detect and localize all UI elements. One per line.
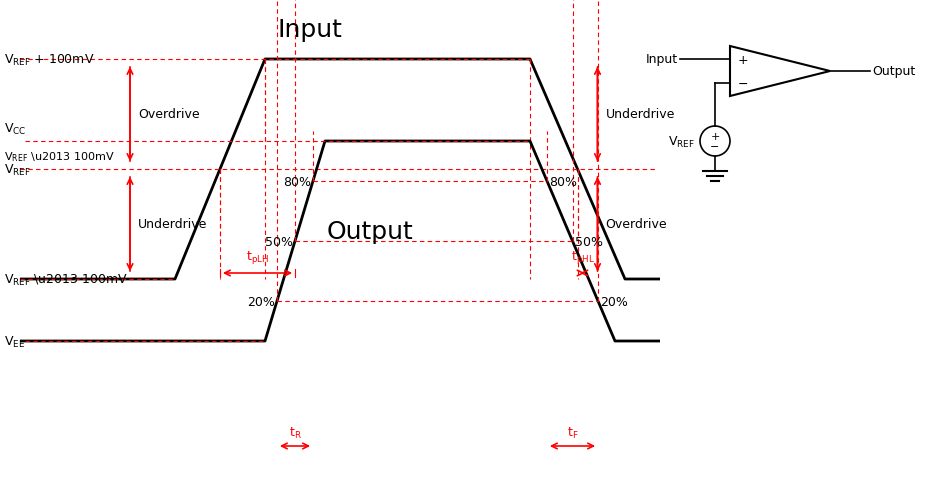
Text: 20%: 20% [600, 295, 628, 308]
Text: $\mathrm{V_{EE}}$: $\mathrm{V_{EE}}$ [4, 334, 25, 349]
Text: −: − [710, 142, 719, 152]
Text: Output: Output [872, 65, 916, 78]
Text: +: + [738, 54, 749, 66]
Text: −: − [738, 77, 749, 90]
Text: $\mathrm{V_{REF}}$ + 100mV: $\mathrm{V_{REF}}$ + 100mV [4, 52, 94, 68]
Text: 80%: 80% [549, 175, 577, 188]
Text: $\mathrm{t_{pHL}}$: $\mathrm{t_{pHL}}$ [570, 248, 595, 266]
Text: Output: Output [327, 219, 413, 243]
Text: $\mathrm{V_{REF}}$ \u2013 100mV: $\mathrm{V_{REF}}$ \u2013 100mV [4, 272, 128, 287]
Text: $\mathrm{V_{CC}}$: $\mathrm{V_{CC}}$ [4, 122, 26, 137]
Text: $\mathrm{V_{REF}}$ \u2013 100mV: $\mathrm{V_{REF}}$ \u2013 100mV [4, 150, 114, 163]
Text: Input: Input [278, 18, 343, 42]
Text: 50%: 50% [575, 235, 602, 248]
Text: Underdrive: Underdrive [605, 108, 675, 121]
Text: $\mathrm{V_{REF}}$: $\mathrm{V_{REF}}$ [668, 134, 695, 149]
Text: Overdrive: Overdrive [605, 218, 667, 231]
Text: $\mathrm{t_F}$: $\mathrm{t_F}$ [566, 425, 579, 440]
Text: $\mathrm{V_{REF}}$: $\mathrm{V_{REF}}$ [4, 162, 31, 177]
Text: 20%: 20% [247, 295, 275, 308]
Text: Overdrive: Overdrive [138, 108, 199, 121]
Text: 80%: 80% [283, 175, 311, 188]
Text: $\mathrm{t_R}$: $\mathrm{t_R}$ [289, 425, 301, 440]
Text: Input: Input [646, 54, 678, 66]
Text: +: + [710, 132, 719, 142]
Text: 50%: 50% [265, 235, 293, 248]
Text: $\mathrm{t_{pLH}}$: $\mathrm{t_{pLH}}$ [246, 248, 269, 266]
Text: Underdrive: Underdrive [138, 218, 208, 231]
